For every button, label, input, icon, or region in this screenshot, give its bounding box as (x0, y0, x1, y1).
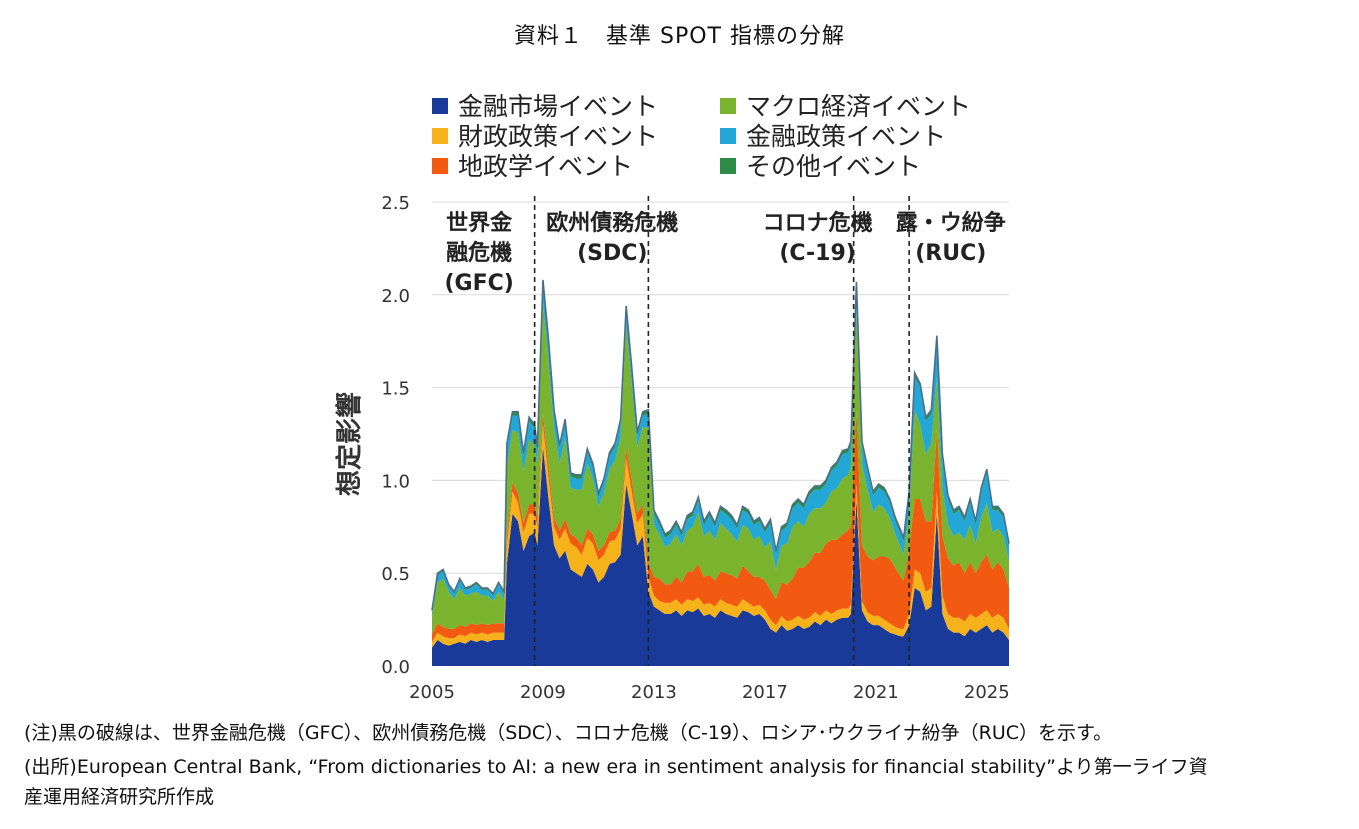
footnote-source: (出所)European Central Bank, “From diction… (24, 752, 1344, 812)
legend-swatch-3 (720, 98, 736, 114)
event-label-1-0: 欧州債務危機 (546, 210, 678, 236)
area-series-2 (432, 409, 1009, 642)
legend-label-3: マクロ経済イベント (746, 92, 971, 121)
source-line-2: 産運用経済研究所作成 (24, 786, 215, 808)
legend-label-1: 財政政策イベント (458, 122, 658, 151)
total-outline (431, 279, 1010, 611)
y-tick-label-2: 1.0 (381, 471, 410, 492)
area-series-0 (432, 446, 1009, 666)
event-label-3-1: (RUC) (915, 241, 986, 266)
event-label-0-1: 融危機 (446, 240, 512, 266)
stacked-areas (431, 279, 1010, 666)
y-tick-label-3: 1.5 (381, 379, 410, 400)
legend-label-0: 金融市場イベント (458, 92, 658, 121)
y-tick-label-1: 0.5 (381, 564, 410, 585)
page-title: 資料１ 基準 SPOT 指標の分解 (514, 24, 845, 49)
event-label-2-0: コロナ危機 (763, 210, 873, 236)
area-series-3 (432, 302, 1009, 635)
x-tick-label-5: 2025 (964, 682, 1010, 703)
event-label-2-1: (C-19) (779, 241, 856, 266)
legend-label-5: その他イベント (746, 152, 921, 181)
y-tick-label-4: 2.0 (381, 286, 410, 307)
source-line-1: (出所)European Central Bank, “From diction… (24, 756, 1208, 778)
y-axis-label: 想定影響 (334, 392, 365, 496)
axes: 0.0 0.5 1.0 1.5 2.0 2.5 2005 2009 2013 2017 2021 20… (334, 193, 1010, 703)
x-tick-label-0: 2005 (409, 682, 455, 703)
x-tick-label-1: 2009 (520, 682, 566, 703)
event-label-1-1: (SDC) (577, 241, 647, 266)
area-series-1 (432, 424, 1009, 648)
legend-swatch-4 (720, 128, 736, 144)
legend-swatch-5 (720, 158, 736, 174)
event-label-3-0: 露・ウ紛争 (896, 210, 1006, 236)
legend-swatch-2 (432, 158, 448, 174)
x-tick-label-2: 2013 (631, 682, 677, 703)
x-tick-label-3: 2017 (742, 682, 788, 703)
x-tick-label-4: 2021 (853, 682, 899, 703)
y-tick-label-0: 0.0 (381, 657, 410, 678)
legend-label-2: 地政学イベント (458, 152, 633, 181)
legend-swatch-0 (432, 98, 448, 114)
legend-swatch-1 (432, 128, 448, 144)
event-label-0-2: (GFC) (444, 271, 513, 296)
event-label-0-0: 世界金 (446, 210, 513, 236)
footnote-note: (注)黒の破線は、世界金融危機（GFC）、欧州債務危機（SDC）、コロナ危機（C… (24, 722, 1113, 744)
event-markers: 世界金融危機 (GFC) 欧州債務危機 (SDC) コロナ危機 (C-19) 露・ウ紛争 (R… (444, 196, 1006, 666)
y-tick-label-5: 2.5 (381, 193, 410, 214)
legend-label-4: 金融政策イベント (746, 122, 946, 151)
